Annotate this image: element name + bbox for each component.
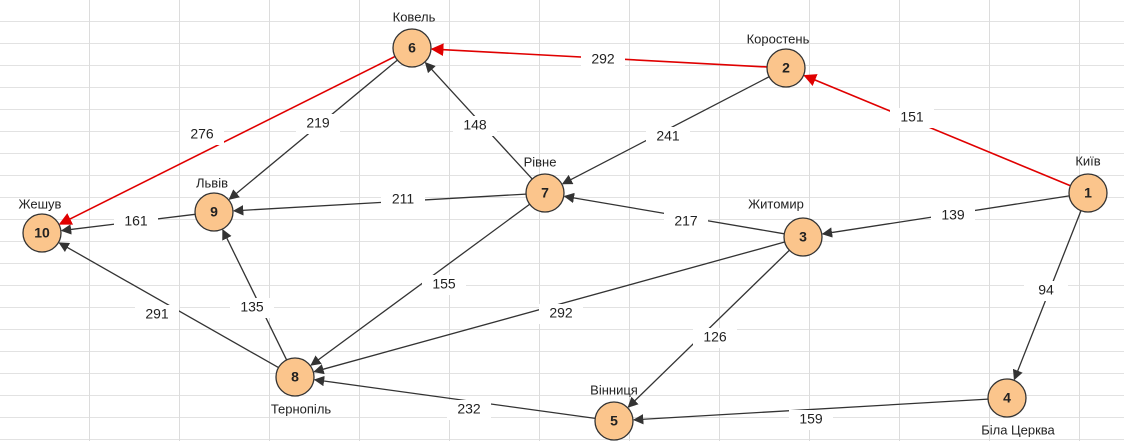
edge-weight: 211 <box>392 191 415 207</box>
node <box>783 217 823 257</box>
node-name: Рівне <box>524 154 557 169</box>
edge-weight: 292 <box>591 51 615 67</box>
node-name: Житомир <box>748 196 804 211</box>
edge-weight-bg <box>114 212 158 232</box>
edge-weight-bg <box>447 400 491 420</box>
edge-weight: 155 <box>432 276 456 292</box>
edge-weight-bg <box>1024 281 1068 301</box>
edge-weight: 135 <box>240 299 264 315</box>
edge-weight: 241 <box>656 128 680 144</box>
node-id: 8 <box>291 369 299 385</box>
edge-weight: 232 <box>457 401 481 417</box>
edge-weight-bg <box>931 206 975 226</box>
edge-weight-bg <box>664 212 708 232</box>
edge-weight-bg <box>135 305 179 325</box>
node <box>525 173 565 213</box>
node-id: 9 <box>210 204 218 220</box>
node-id: 6 <box>408 40 416 56</box>
node-id: 2 <box>782 60 790 76</box>
edge-weight-bg <box>693 328 737 348</box>
edge-weight-bg <box>230 298 274 318</box>
edge-weight-bg <box>453 116 497 136</box>
node-name: Львів <box>196 175 228 190</box>
edge-weight: 139 <box>941 207 965 223</box>
edge-weight-bg <box>581 50 625 70</box>
edge-weight: 276 <box>190 126 214 142</box>
node <box>22 213 62 253</box>
edge-weight: 161 <box>124 213 148 229</box>
node-id: 3 <box>799 229 807 245</box>
edge-weight: 94 <box>1038 282 1054 298</box>
edge-weight-bg <box>646 127 690 147</box>
node-name: Біла Церква <box>981 422 1055 437</box>
node-name: Коростень <box>747 31 810 46</box>
node <box>275 357 315 397</box>
node-name: Тернопіль <box>271 401 332 416</box>
edge-weight-bg <box>539 304 583 324</box>
edge-weight-bg <box>381 190 425 210</box>
node-name: Ковель <box>393 9 436 24</box>
edge-weight-bg <box>789 410 833 430</box>
node <box>1068 173 1108 213</box>
node-id: 1 <box>1084 185 1092 201</box>
node <box>766 48 806 88</box>
edge-weight: 159 <box>799 411 823 427</box>
node-name: Вінниця <box>590 382 638 397</box>
node-id: 4 <box>1003 390 1011 406</box>
node-id: 7 <box>541 185 549 201</box>
edge-weight-bg <box>180 125 224 145</box>
node <box>987 378 1027 418</box>
node-name: Жешув <box>19 196 62 211</box>
node-name: Київ <box>1075 153 1100 168</box>
edge-weight: 151 <box>900 109 924 125</box>
edge-weight: 219 <box>306 115 330 131</box>
edge <box>222 229 288 361</box>
node <box>594 401 634 441</box>
edge-weight-bg <box>890 108 934 128</box>
node-id: 5 <box>610 413 618 429</box>
edge-weight-bg <box>422 275 466 295</box>
node-id: 10 <box>34 225 50 241</box>
edge-weight: 291 <box>145 306 169 322</box>
node <box>194 192 234 232</box>
edge <box>632 398 989 425</box>
edge-weight: 292 <box>549 305 573 321</box>
edge <box>313 375 596 420</box>
edge-weight: 217 <box>674 213 698 229</box>
edge <box>803 74 1071 187</box>
edge <box>232 193 527 216</box>
edge-weight: 148 <box>463 117 487 133</box>
edge <box>310 203 531 366</box>
edge-weight-bg <box>296 114 340 134</box>
edge-weight: 126 <box>703 329 727 345</box>
edge <box>58 55 396 225</box>
node <box>392 28 432 68</box>
